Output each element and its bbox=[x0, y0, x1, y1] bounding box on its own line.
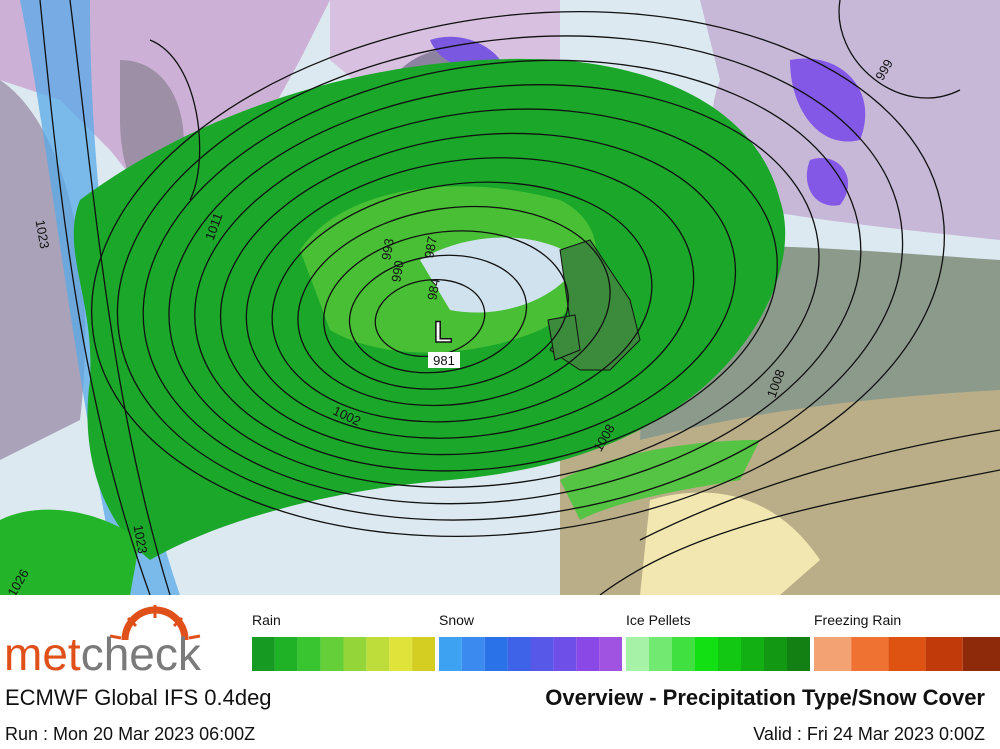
legend-swatch bbox=[672, 637, 695, 671]
legend: Rain Snow Ice Pellets Freezing Rain bbox=[252, 612, 1000, 671]
isobar-label: 993 bbox=[378, 237, 397, 261]
snow-sweden bbox=[806, 158, 849, 206]
logo: metcheck bbox=[4, 605, 202, 680]
legend-swatch bbox=[439, 637, 462, 671]
isobar bbox=[245, 157, 695, 439]
isobar bbox=[168, 84, 820, 488]
isobar-label: 984 bbox=[424, 277, 443, 301]
isobar bbox=[39, 0, 151, 595]
legend-swatch bbox=[764, 637, 787, 671]
isobar bbox=[149, 39, 201, 201]
isobar bbox=[271, 181, 653, 423]
isobar bbox=[838, 0, 961, 99]
legend-swatch bbox=[888, 637, 926, 671]
legend-label: Snow bbox=[439, 612, 475, 628]
isobar bbox=[194, 108, 778, 472]
logo-rays bbox=[109, 605, 201, 640]
legend-swatch bbox=[599, 637, 622, 671]
legend-swatch bbox=[252, 637, 275, 671]
rain-southwest bbox=[0, 509, 140, 595]
legend-swatch bbox=[649, 637, 672, 671]
rain-band-south bbox=[560, 440, 760, 520]
run-time: Run : Mon 20 Mar 2023 06:00Z bbox=[5, 724, 255, 744]
logo-text: metcheck bbox=[4, 628, 202, 680]
legend-label: Ice Pellets bbox=[626, 612, 691, 628]
logo-prefix: met bbox=[4, 628, 81, 680]
legend-swatch bbox=[530, 637, 554, 671]
legend-swatch bbox=[741, 637, 764, 671]
labrador bbox=[0, 80, 86, 460]
valid-time: Valid : Fri 24 Mar 2023 0:00Z bbox=[753, 724, 985, 744]
isobar bbox=[142, 59, 862, 505]
isobar-label: 1023 bbox=[33, 219, 53, 250]
low-centre-clear bbox=[420, 237, 580, 313]
snow-iceland bbox=[430, 36, 500, 68]
isobar-label: 1023 bbox=[131, 524, 151, 555]
legend-swatch bbox=[274, 637, 298, 671]
legend-swatch bbox=[412, 637, 435, 671]
isobar bbox=[297, 205, 611, 407]
legend-swatch bbox=[787, 637, 810, 671]
legend-swatch bbox=[389, 637, 413, 671]
legend-swatch bbox=[814, 637, 852, 671]
legend-swatch bbox=[366, 637, 390, 671]
legend-swatch bbox=[320, 637, 344, 671]
low-label-bg bbox=[428, 352, 460, 368]
legend-swatch bbox=[962, 637, 1000, 671]
product-title: Overview - Precipitation Type/Snow Cover bbox=[545, 685, 985, 710]
legend-swatch bbox=[297, 637, 321, 671]
legend-swatch bbox=[925, 637, 963, 671]
isobar bbox=[219, 132, 737, 456]
isobar bbox=[323, 230, 569, 390]
legend-swatch bbox=[343, 637, 367, 671]
isobar bbox=[639, 429, 1000, 541]
model-name: ECMWF Global IFS 0.4deg bbox=[5, 685, 272, 710]
legend-swatch bbox=[576, 637, 600, 671]
footer-panel bbox=[0, 595, 1000, 749]
isobar-label: 987 bbox=[421, 235, 440, 259]
legend-swatch bbox=[507, 637, 531, 671]
isobar bbox=[599, 469, 1000, 595]
isobar-label: 990 bbox=[388, 259, 407, 283]
low-pressure: 981 bbox=[433, 353, 455, 368]
weather-map: 1023 101199399098798410021008100899910231… bbox=[0, 0, 1000, 595]
legend-swatch bbox=[718, 637, 741, 671]
legend-swatch bbox=[851, 637, 889, 671]
legend-label: Rain bbox=[252, 612, 281, 628]
legend-swatch bbox=[553, 637, 577, 671]
legend-swatch bbox=[695, 637, 718, 671]
legend-swatch bbox=[484, 637, 508, 671]
legend-swatch bbox=[626, 637, 649, 671]
logo-suffix: check bbox=[81, 628, 202, 680]
legend-label: Freezing Rain bbox=[814, 612, 901, 628]
low-letter: L bbox=[434, 316, 452, 349]
spain-dry bbox=[640, 492, 820, 595]
isobar bbox=[69, 0, 171, 595]
isobar bbox=[348, 254, 528, 374]
isobar bbox=[91, 10, 945, 538]
isobar bbox=[116, 35, 904, 521]
legend-swatch bbox=[461, 637, 485, 671]
